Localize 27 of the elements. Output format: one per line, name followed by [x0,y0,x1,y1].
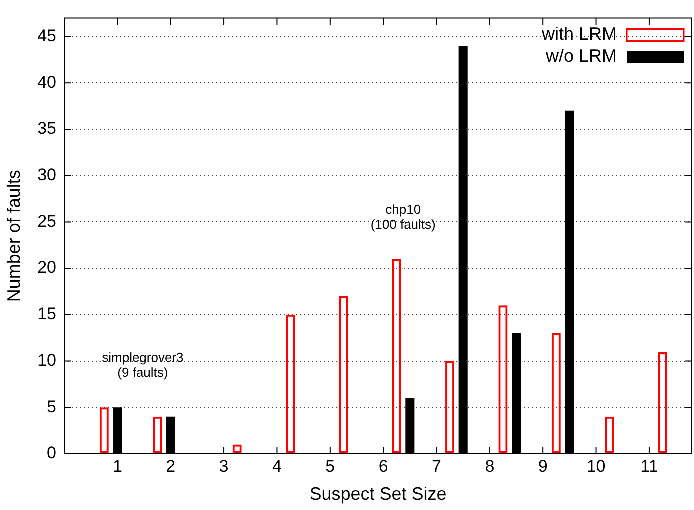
x-tick-label: 7 [432,456,442,476]
y-tick-label: 20 [38,258,57,278]
y-tick-label: 25 [38,212,57,231]
y-axis-title: Number of faults [4,170,24,302]
x-tick-label: 8 [485,456,495,476]
x-tick-label: 4 [272,456,282,476]
y-tick-label: 30 [38,166,57,185]
x-tick-label: 6 [378,456,388,476]
x-tick-label: 3 [219,456,229,476]
x-tick-label: 9 [538,456,548,476]
y-tick-label: 0 [47,444,57,463]
x-tick-label: 5 [326,456,336,476]
annotation: chp10 (100 faults) [370,202,436,232]
y-tick-label: 45 [38,26,57,46]
y-tick-label: 35 [38,119,57,138]
legend-label: with LRM [540,24,617,44]
y-tick-label: 5 [47,397,57,416]
y-tick-label: 10 [38,350,57,370]
x-tick-label: 1 [112,456,122,476]
x-tick-label: 10 [586,456,606,476]
y-tick-label: 40 [38,72,57,92]
x-tick-label: 11 [640,456,658,476]
annotation: simplegrover3 (9 faults) [102,350,184,380]
x-tick-label: 2 [166,456,176,476]
legend-label: w/o LRM [544,46,617,66]
y-tick-label: 15 [38,304,57,324]
x-axis-title: Suspect Set Size [310,484,447,504]
